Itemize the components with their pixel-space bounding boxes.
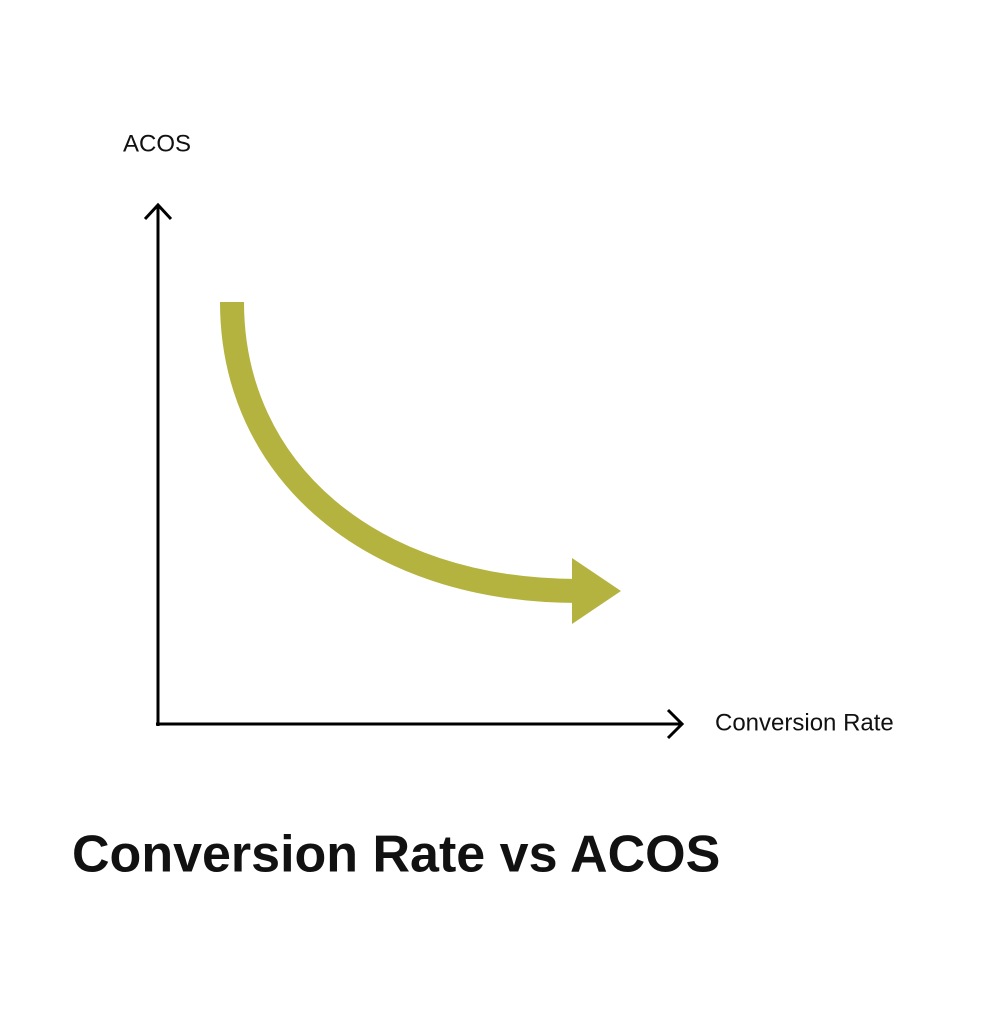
diagram-title: Conversion Rate vs ACOS	[72, 826, 720, 884]
x-axis-arrowhead	[666, 708, 685, 740]
y-axis-label: ACOS	[123, 130, 191, 157]
trend-arrowhead	[572, 558, 621, 624]
trend-curve	[220, 301, 579, 603]
y-axis-arrowhead	[143, 202, 173, 221]
x-axis-label: Conversion Rate	[715, 709, 894, 736]
